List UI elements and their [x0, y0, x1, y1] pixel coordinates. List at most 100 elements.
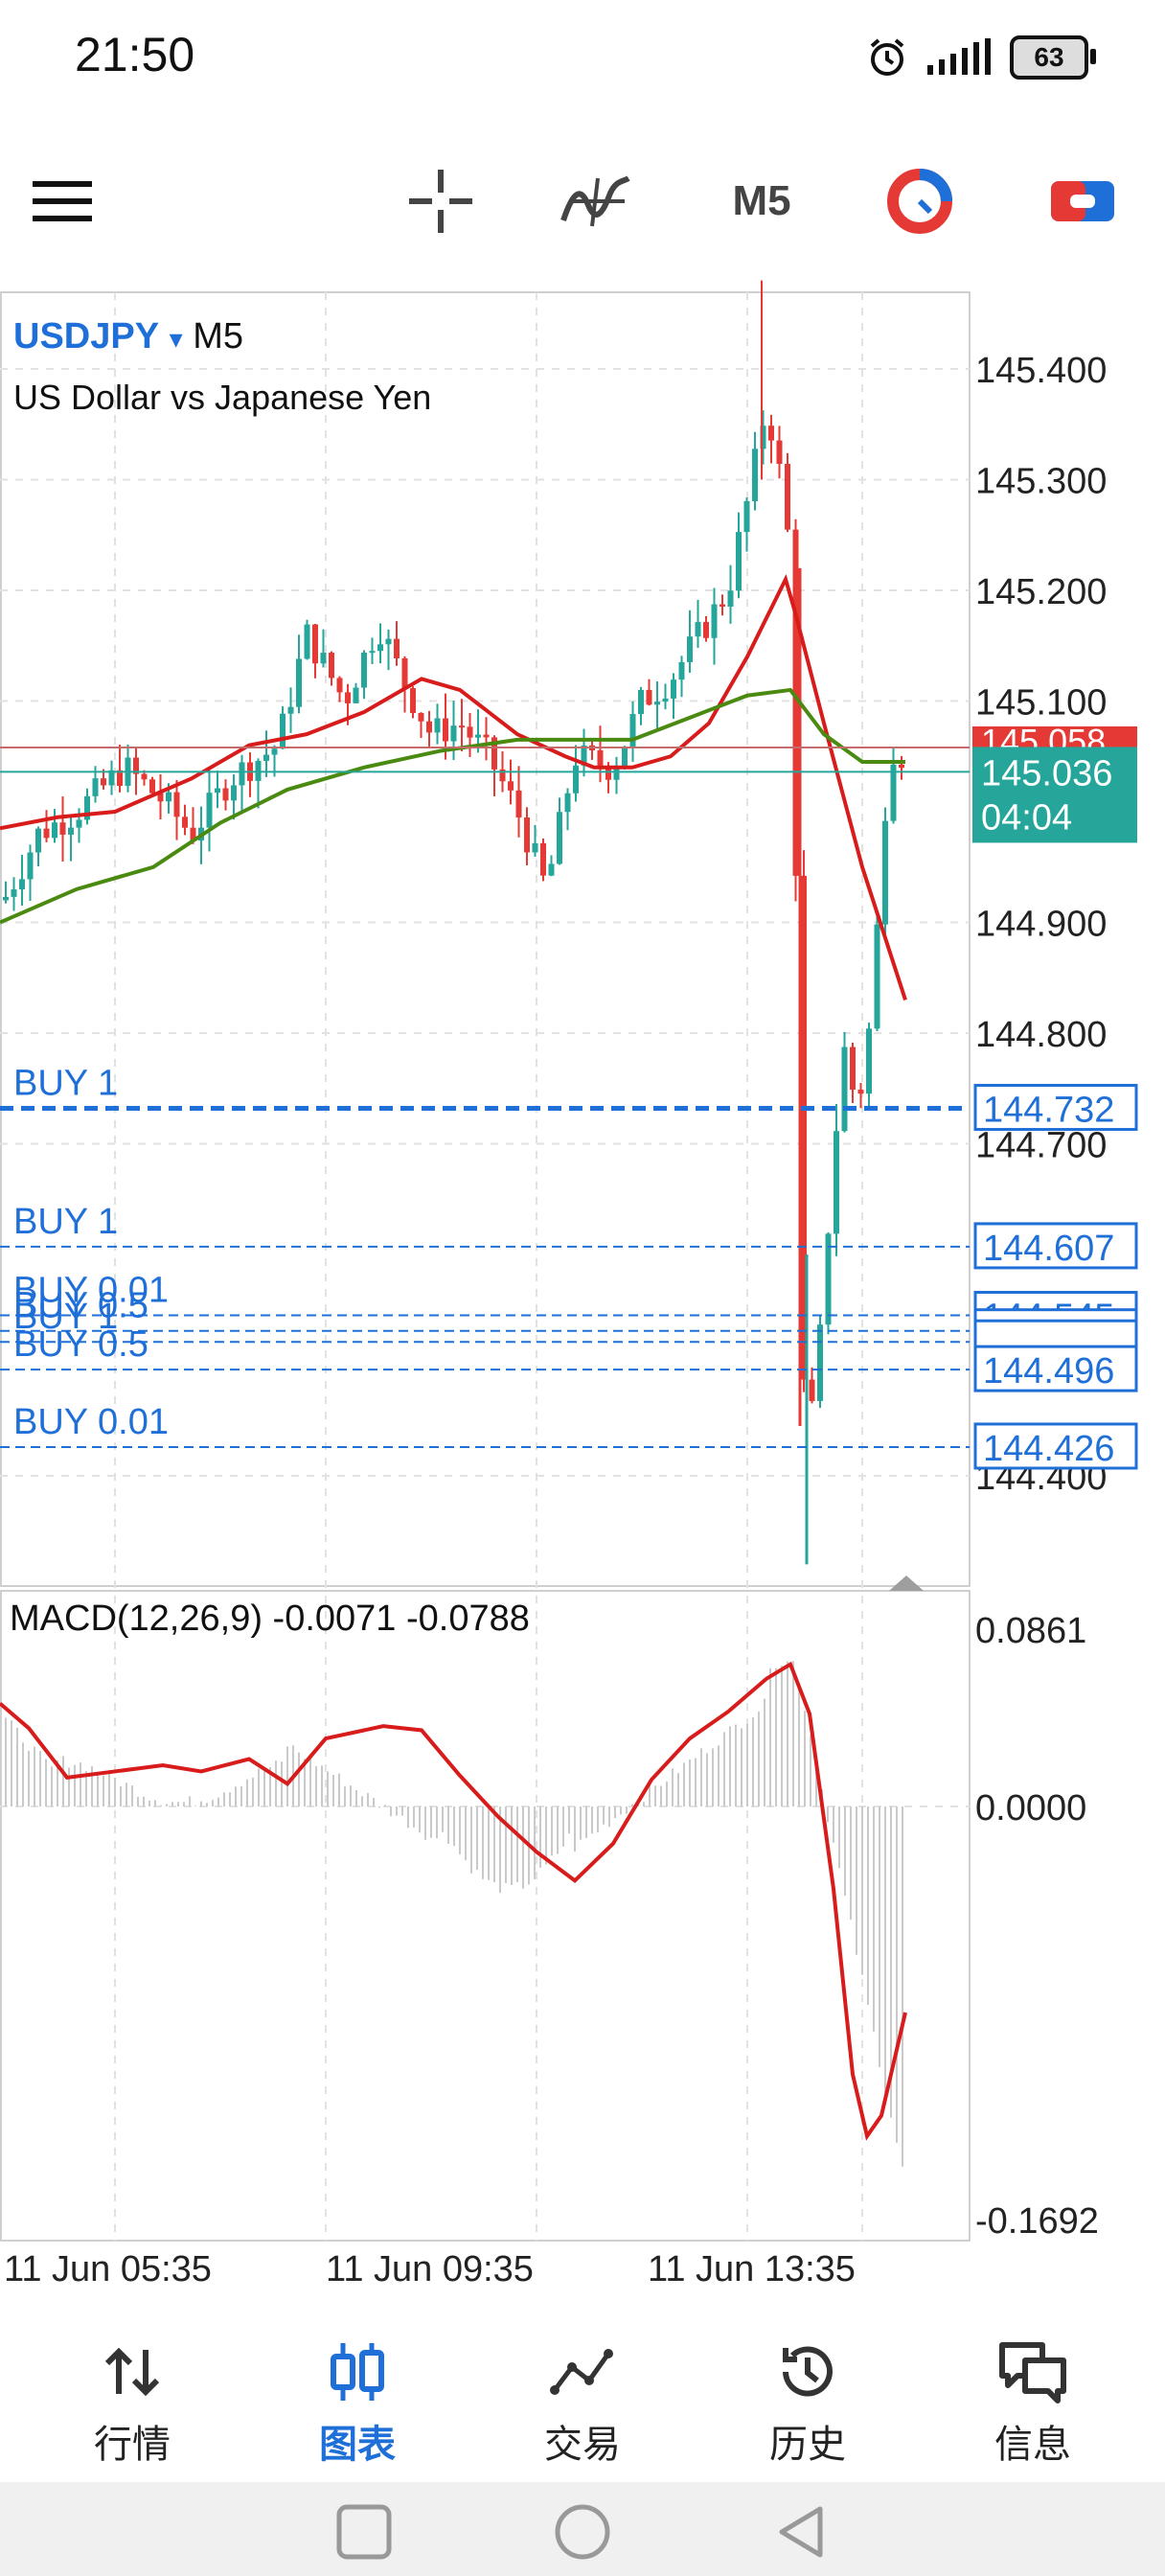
candle-body [263, 754, 269, 761]
status-bar: 21:50 63 [0, 0, 1165, 115]
candle-body [874, 924, 880, 1029]
candle-body [35, 828, 41, 853]
system-navigation-bar [0, 2482, 1165, 2576]
candle-body [499, 769, 506, 782]
nav-history-label: 历史 [769, 2424, 846, 2466]
candle-body [825, 1233, 832, 1325]
macd-axis-label: 0.0000 [975, 1788, 1086, 1828]
crosshair-button[interactable] [393, 134, 489, 268]
candle-body [743, 500, 750, 533]
candle-body [557, 812, 562, 864]
candle-body [605, 766, 611, 780]
price-chart[interactable]: 145.400 145.300 145.200 145.100 144.900 144.8… [0, 0, 1165, 2288]
candle-body [320, 653, 327, 664]
quotes-icon [104, 2347, 160, 2397]
order-price-label: 144.426 [983, 1429, 1114, 1469]
bottom-navigation: 行情 图表 交易 历史 信息 [0, 2295, 1165, 2477]
order-label: BUY 0.01 [13, 1271, 169, 1311]
symbol-selector[interactable]: USDJPY ▾ M5 [13, 316, 243, 357]
macd-frame [0, 1590, 971, 2242]
alarm-icon [870, 38, 904, 76]
macd-label: MACD(12,26,9) -0.0071 -0.0788 [10, 1598, 530, 1639]
chart-shift-icon[interactable] [889, 1576, 924, 1591]
candle-body [410, 688, 416, 714]
new-order-button[interactable] [1035, 134, 1131, 268]
history-icon [783, 2346, 833, 2397]
price-axis-label: 144.800 [975, 1015, 1107, 1055]
candle-body [899, 764, 904, 769]
candle-body [581, 745, 587, 766]
speed-gauge-icon [887, 169, 952, 234]
candle-body [573, 765, 579, 794]
candle-body [190, 827, 196, 841]
nav-trade[interactable]: 交易 [487, 2295, 678, 2477]
battery-level: 63 [1034, 42, 1064, 72]
candle-body [149, 779, 155, 794]
candle-body [353, 687, 359, 703]
candle-body [792, 529, 799, 876]
timeframe-button[interactable]: M5 [709, 134, 814, 268]
chart-icon [331, 2343, 384, 2401]
candle-body [467, 726, 473, 738]
candle-body [92, 778, 99, 796]
order-price-tag[interactable] [973, 1345, 1138, 1392]
chart-area[interactable]: 145.400 145.300 145.200 145.100 144.900 144.8… [0, 0, 1165, 2288]
candle-body [613, 768, 620, 780]
candle-body [76, 819, 82, 828]
candle-body [524, 816, 530, 853]
candle-body [3, 896, 9, 901]
menu-button[interactable] [19, 134, 105, 268]
one-click-trading-button[interactable] [872, 134, 968, 268]
recent-apps-icon[interactable] [335, 2503, 393, 2561]
time-axis-label: 11 Jun 13:35 [648, 2249, 856, 2288]
order-price-label: 144.496 [983, 1351, 1114, 1392]
candle-body [629, 714, 636, 747]
candle-body [687, 636, 693, 662]
order-label: BUY 0.01 [13, 1402, 169, 1442]
nav-quotes-label: 行情 [94, 2424, 171, 2466]
candle-body [882, 820, 888, 925]
candle-body [671, 679, 676, 699]
candle-body [695, 622, 701, 637]
candle-body [108, 770, 115, 786]
order-price-label: 144.607 [983, 1229, 1114, 1269]
back-icon[interactable] [772, 2503, 830, 2561]
messages-icon [999, 2342, 1066, 2404]
candle-body [850, 1046, 856, 1091]
candle-body [662, 698, 669, 702]
nav-chart[interactable]: 图表 [262, 2295, 453, 2477]
indicators-button[interactable] [548, 134, 644, 268]
candle-body [239, 762, 245, 786]
candle-body [768, 426, 774, 441]
candle-body [296, 658, 302, 707]
symbol-name: USDJPY [13, 316, 160, 356]
order-price-tag[interactable] [973, 1422, 1138, 1470]
home-icon[interactable] [554, 2503, 611, 2561]
candle-body [68, 827, 74, 835]
order-price-tag[interactable] [973, 1222, 1138, 1270]
price-axis-label: 145.300 [975, 462, 1107, 502]
macd-axis-label: 0.0861 [975, 1611, 1086, 1651]
candle-body [857, 1090, 864, 1094]
nav-history[interactable]: 历史 [712, 2295, 903, 2477]
nav-quotes[interactable]: 行情 [36, 2295, 228, 2477]
candle-body [182, 816, 188, 828]
order-label: BUY 1 [13, 1064, 118, 1104]
candle-body [426, 721, 432, 733]
ma-slow-line [0, 687, 905, 925]
candle-body [752, 448, 758, 501]
candle-body [157, 793, 164, 802]
candle-body [394, 638, 400, 659]
nav-chart-label: 图表 [319, 2424, 396, 2466]
candle-body [483, 734, 490, 738]
nav-messages[interactable]: 信息 [937, 2295, 1129, 2477]
candle-body [703, 622, 709, 638]
main-chart-frame [0, 291, 971, 1587]
candle-body [377, 644, 383, 652]
candle-body [369, 651, 376, 654]
candle-body [166, 792, 171, 802]
nav-trade-label: 交易 [544, 2424, 621, 2466]
candle-body [19, 879, 25, 890]
trade-icon [550, 2349, 613, 2395]
order-price-tag[interactable] [973, 1084, 1138, 1132]
